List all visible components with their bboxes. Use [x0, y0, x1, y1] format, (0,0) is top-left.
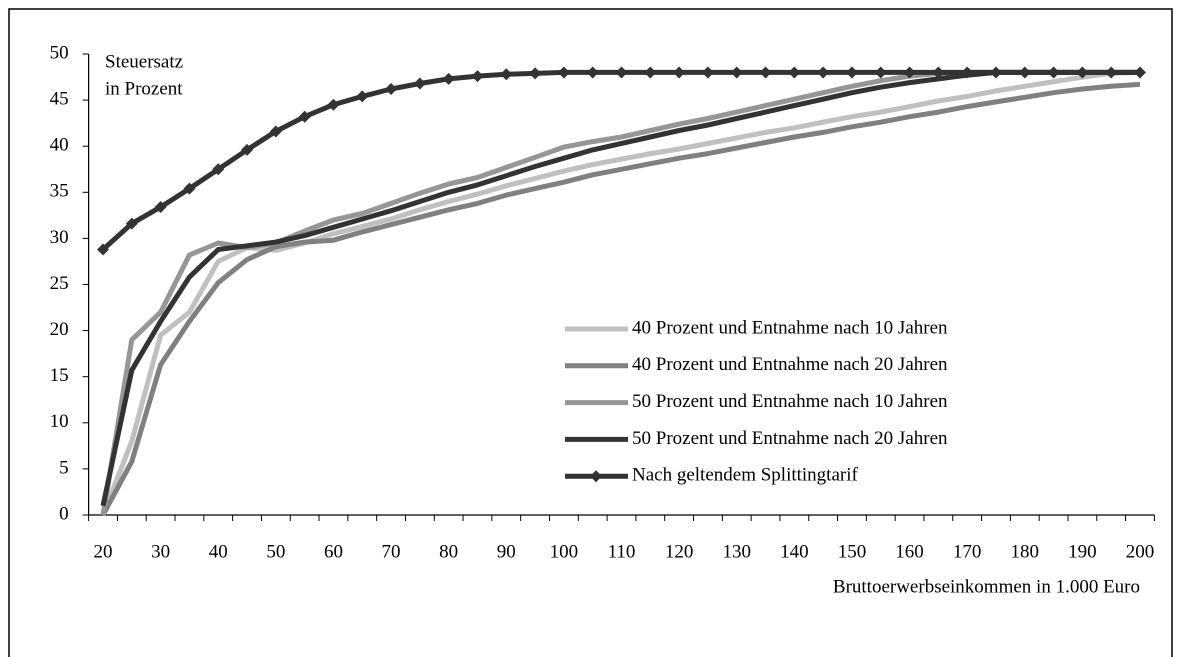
x-tick-label: 30 [151, 541, 170, 562]
diamond-marker [845, 66, 858, 79]
diamond-marker [1076, 66, 1089, 79]
diamond-marker [759, 66, 772, 79]
diamond-marker [730, 66, 743, 79]
x-tick-label: 60 [324, 541, 343, 562]
diamond-marker [269, 125, 282, 138]
diamond-marker [673, 66, 686, 79]
diamond-marker [183, 182, 196, 195]
series-line [100, 69, 1140, 516]
x-axis-label: Bruttoerwerbseinkommen in 1.000 Euro [833, 576, 1140, 597]
diamond-marker [97, 243, 110, 256]
y-tick-label: 40 [50, 135, 69, 156]
x-tick-label: 110 [608, 541, 636, 562]
diamond-marker [413, 77, 426, 90]
diamond-marker [961, 66, 974, 79]
y-tick-label: 15 [50, 365, 69, 386]
legend-label: Nach geltendem Splittingtarif [632, 465, 859, 486]
diamond-marker [788, 66, 801, 79]
y-tick-label: 45 [50, 88, 69, 109]
diamond-marker [1133, 66, 1146, 79]
x-tick-label: 130 [722, 541, 751, 562]
diamond-marker [442, 72, 455, 85]
y-tick-label: 35 [50, 181, 69, 202]
y-tick-label: 20 [50, 319, 69, 340]
x-tick-label: 80 [439, 541, 458, 562]
diamond-marker [874, 66, 887, 79]
y-tick-label: 50 [50, 42, 69, 63]
x-tick-label: 120 [665, 541, 694, 562]
diamond-marker [1018, 66, 1031, 79]
legend-label: 50 Prozent und Entnahme nach 20 Jahren [632, 428, 948, 449]
x-tick-label: 70 [382, 541, 401, 562]
x-tick-label: 160 [895, 541, 924, 562]
diamond-marker [500, 68, 513, 81]
diamond-marker [557, 66, 570, 79]
x-tick-label: 20 [94, 541, 113, 562]
x-tick-label: 180 [1011, 541, 1040, 562]
diamond-marker [327, 98, 340, 111]
y-tick-label: 10 [50, 411, 69, 432]
y-axis-label: in Prozent [105, 78, 183, 99]
y-tick-label: 30 [50, 227, 69, 248]
x-tick-label: 200 [1126, 541, 1155, 562]
diamond-marker [989, 66, 1002, 79]
series-line [100, 81, 1141, 517]
diamond-marker [212, 163, 225, 176]
x-tick-label: 150 [838, 541, 867, 562]
x-tick-label: 170 [953, 541, 982, 562]
x-tick-label: 40 [209, 541, 228, 562]
diamond-marker [241, 143, 254, 156]
y-tick-label: 0 [59, 503, 69, 524]
x-tick-label: 100 [550, 541, 579, 562]
diamond-marker [154, 201, 167, 214]
diamond-marker [1105, 66, 1118, 79]
legend-marker [590, 470, 602, 483]
y-tick-label: 25 [50, 273, 69, 294]
diamond-marker [586, 66, 599, 79]
diamond-marker [471, 70, 484, 83]
diamond-marker [903, 66, 916, 79]
x-tick-label: 140 [780, 541, 809, 562]
diamond-marker [385, 83, 398, 96]
x-tick-label: 90 [497, 541, 516, 562]
diamond-marker [1047, 66, 1060, 79]
y-axis-label: Steuersatz [105, 51, 183, 72]
x-tick-label: 190 [1068, 541, 1097, 562]
diamond-marker [701, 66, 714, 79]
frame [8, 8, 1173, 657]
legend-label: 40 Prozent und Entnahme nach 20 Jahren [632, 354, 948, 375]
diamond-marker [298, 110, 311, 123]
legend-label: 40 Prozent und Entnahme nach 10 Jahren [632, 317, 948, 338]
series-line [100, 69, 1141, 516]
y-tick-label: 5 [59, 457, 69, 478]
diamond-marker [529, 67, 542, 80]
diamond-marker [615, 66, 628, 79]
diamond-marker [356, 90, 369, 103]
legend-label: 50 Prozent und Entnahme nach 10 Jahren [632, 391, 948, 412]
diamond-marker [932, 66, 945, 79]
x-tick-label: 50 [266, 541, 285, 562]
diamond-marker [644, 66, 657, 79]
diamond-marker [817, 66, 830, 79]
diamond-marker [125, 217, 138, 230]
